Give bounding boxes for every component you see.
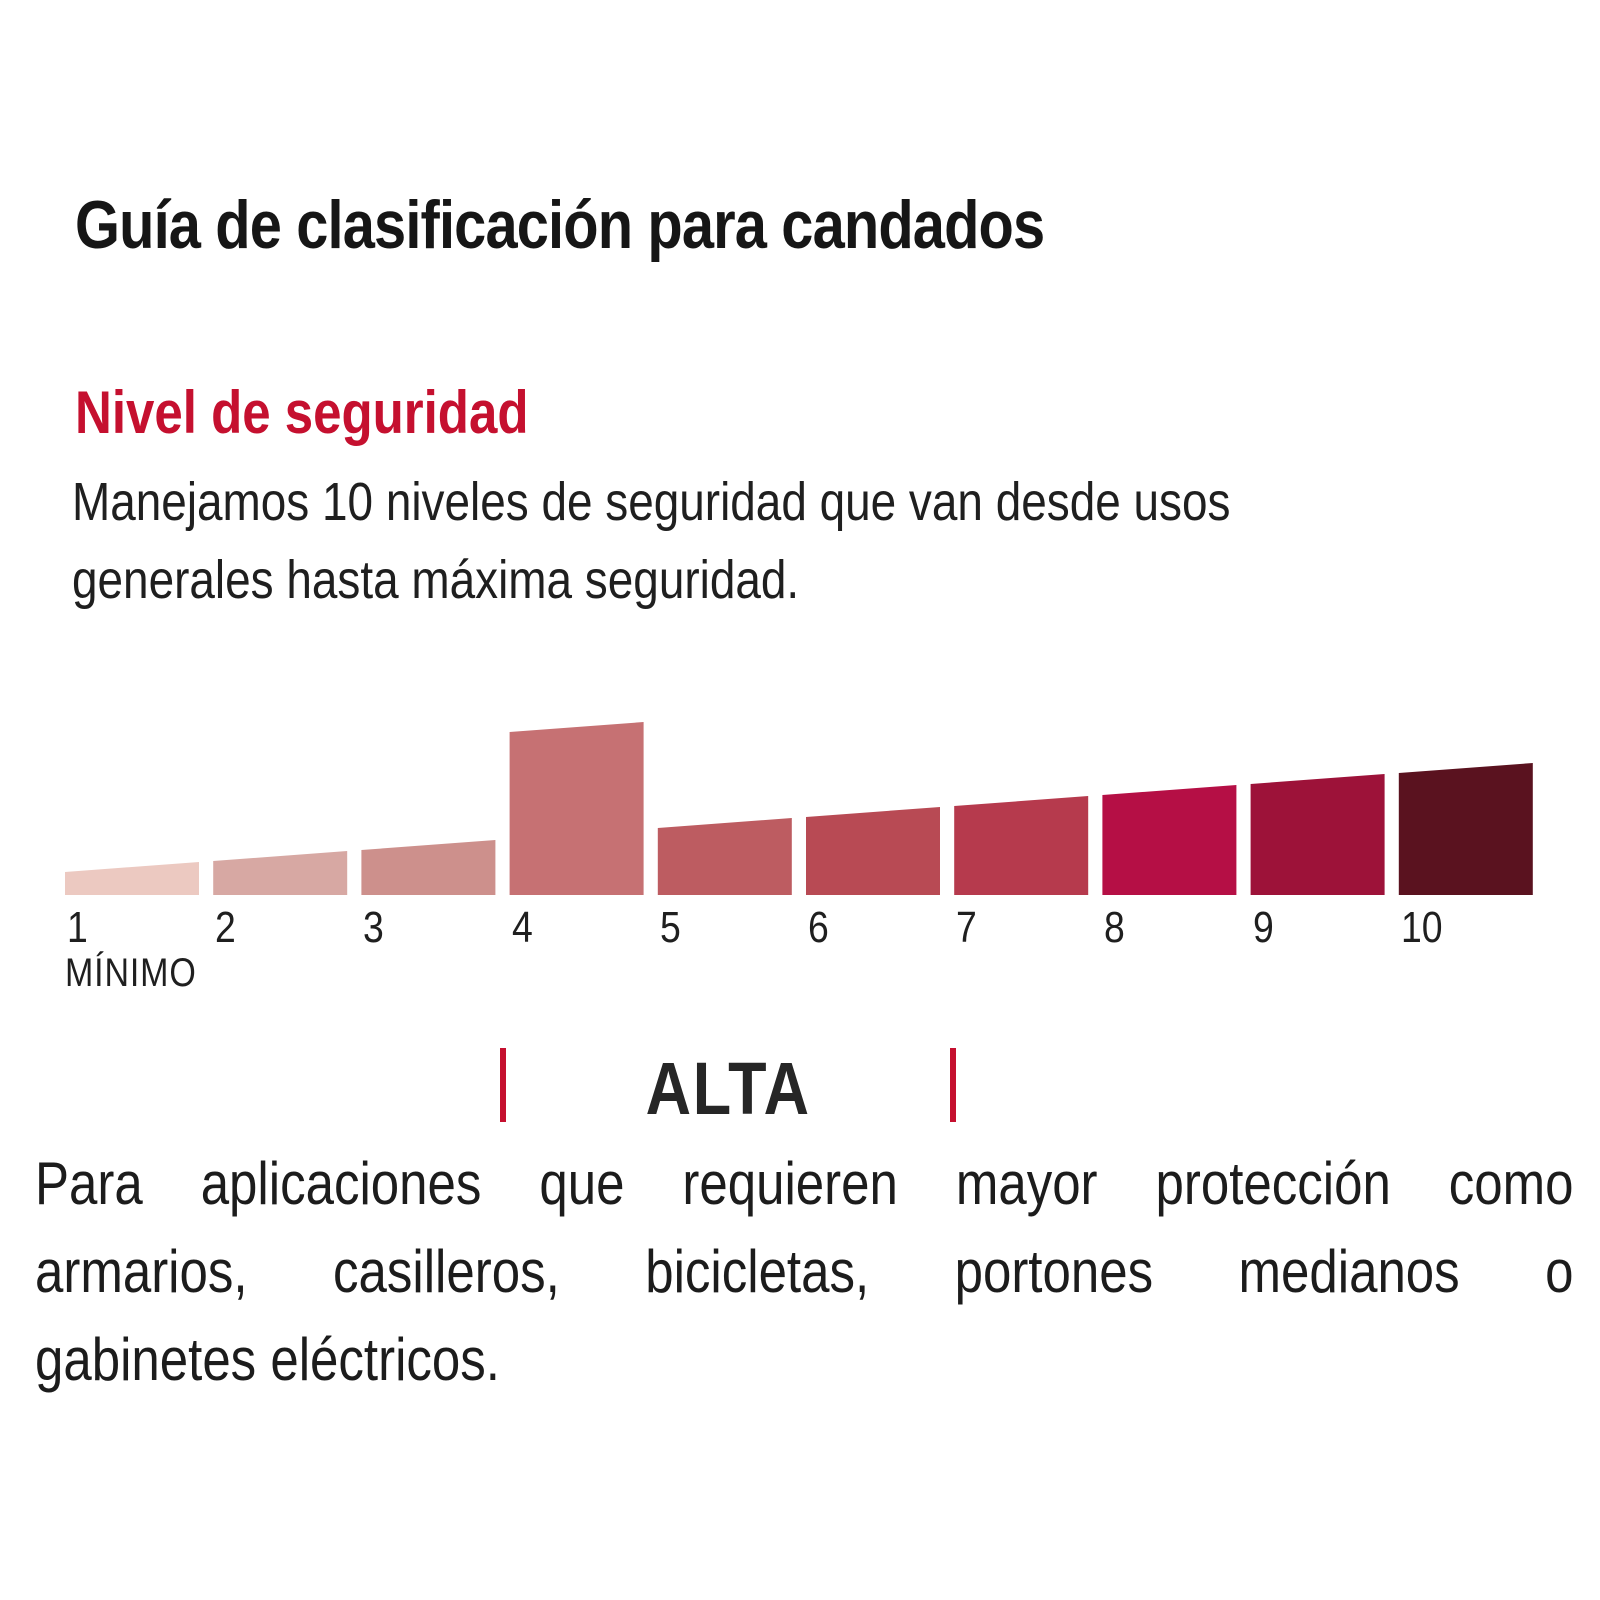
bar-chart-svg — [65, 722, 1533, 895]
security-level-heading: Nivel de seguridad — [75, 379, 529, 446]
security-level-bar-chart — [65, 695, 1535, 895]
bar-level-3 — [361, 840, 496, 895]
alta-range-left-tick — [500, 1048, 506, 1122]
description-paragraph: Para aplicaciones que requieren mayor pr… — [35, 1140, 1574, 1404]
description-line-3: gabinetes eléctricos. — [35, 1326, 500, 1393]
bar-tick-label-8: 8 — [1104, 903, 1126, 952]
bar-tick-label-2: 2 — [215, 903, 236, 952]
bar-tick-label-7: 7 — [956, 903, 977, 952]
bar-level-4-highlighted — [509, 722, 644, 895]
bar-level-2 — [213, 851, 348, 895]
bar-tick-label-1: 1 — [67, 903, 88, 952]
bar-level-7 — [954, 796, 1089, 895]
bar-tick-label-6: 6 — [808, 903, 829, 952]
minimum-axis-label: MÍNIMO — [65, 951, 197, 995]
bar-axis-labels: 1 2 3 4 5 6 7 8 9 10 — [65, 903, 1535, 953]
bar-tick-label-10: 10 — [1400, 903, 1443, 952]
page-title: Guía de clasificación para candados — [75, 187, 1045, 263]
intro-line-1: Manejamos 10 niveles de seguridad que va… — [72, 472, 1231, 532]
alta-range-right-tick — [950, 1048, 956, 1122]
alta-range-label: ALTA — [500, 1046, 956, 1131]
bar-tick-label-3: 3 — [363, 903, 385, 952]
bar-level-1 — [65, 862, 199, 895]
bar-level-10 — [1398, 763, 1533, 895]
bar-level-8 — [1102, 785, 1237, 895]
bar-tick-label-9: 9 — [1252, 903, 1274, 952]
alta-range-label-text: ALTA — [645, 1047, 811, 1130]
intro-line-2: generales hasta máxima seguridad. — [72, 550, 800, 610]
bar-tick-label-5: 5 — [659, 903, 681, 952]
intro-paragraph: Manejamos 10 niveles de seguridad que va… — [72, 463, 1466, 619]
description-line-1: Para aplicaciones que requieren mayor pr… — [35, 1150, 1574, 1217]
bar-level-9 — [1250, 774, 1385, 895]
bar-tick-label-4: 4 — [511, 903, 533, 952]
description-line-2: armarios, casilleros, bicicletas, porton… — [35, 1238, 1574, 1305]
bar-level-5 — [657, 818, 792, 895]
bar-level-6 — [806, 807, 940, 895]
